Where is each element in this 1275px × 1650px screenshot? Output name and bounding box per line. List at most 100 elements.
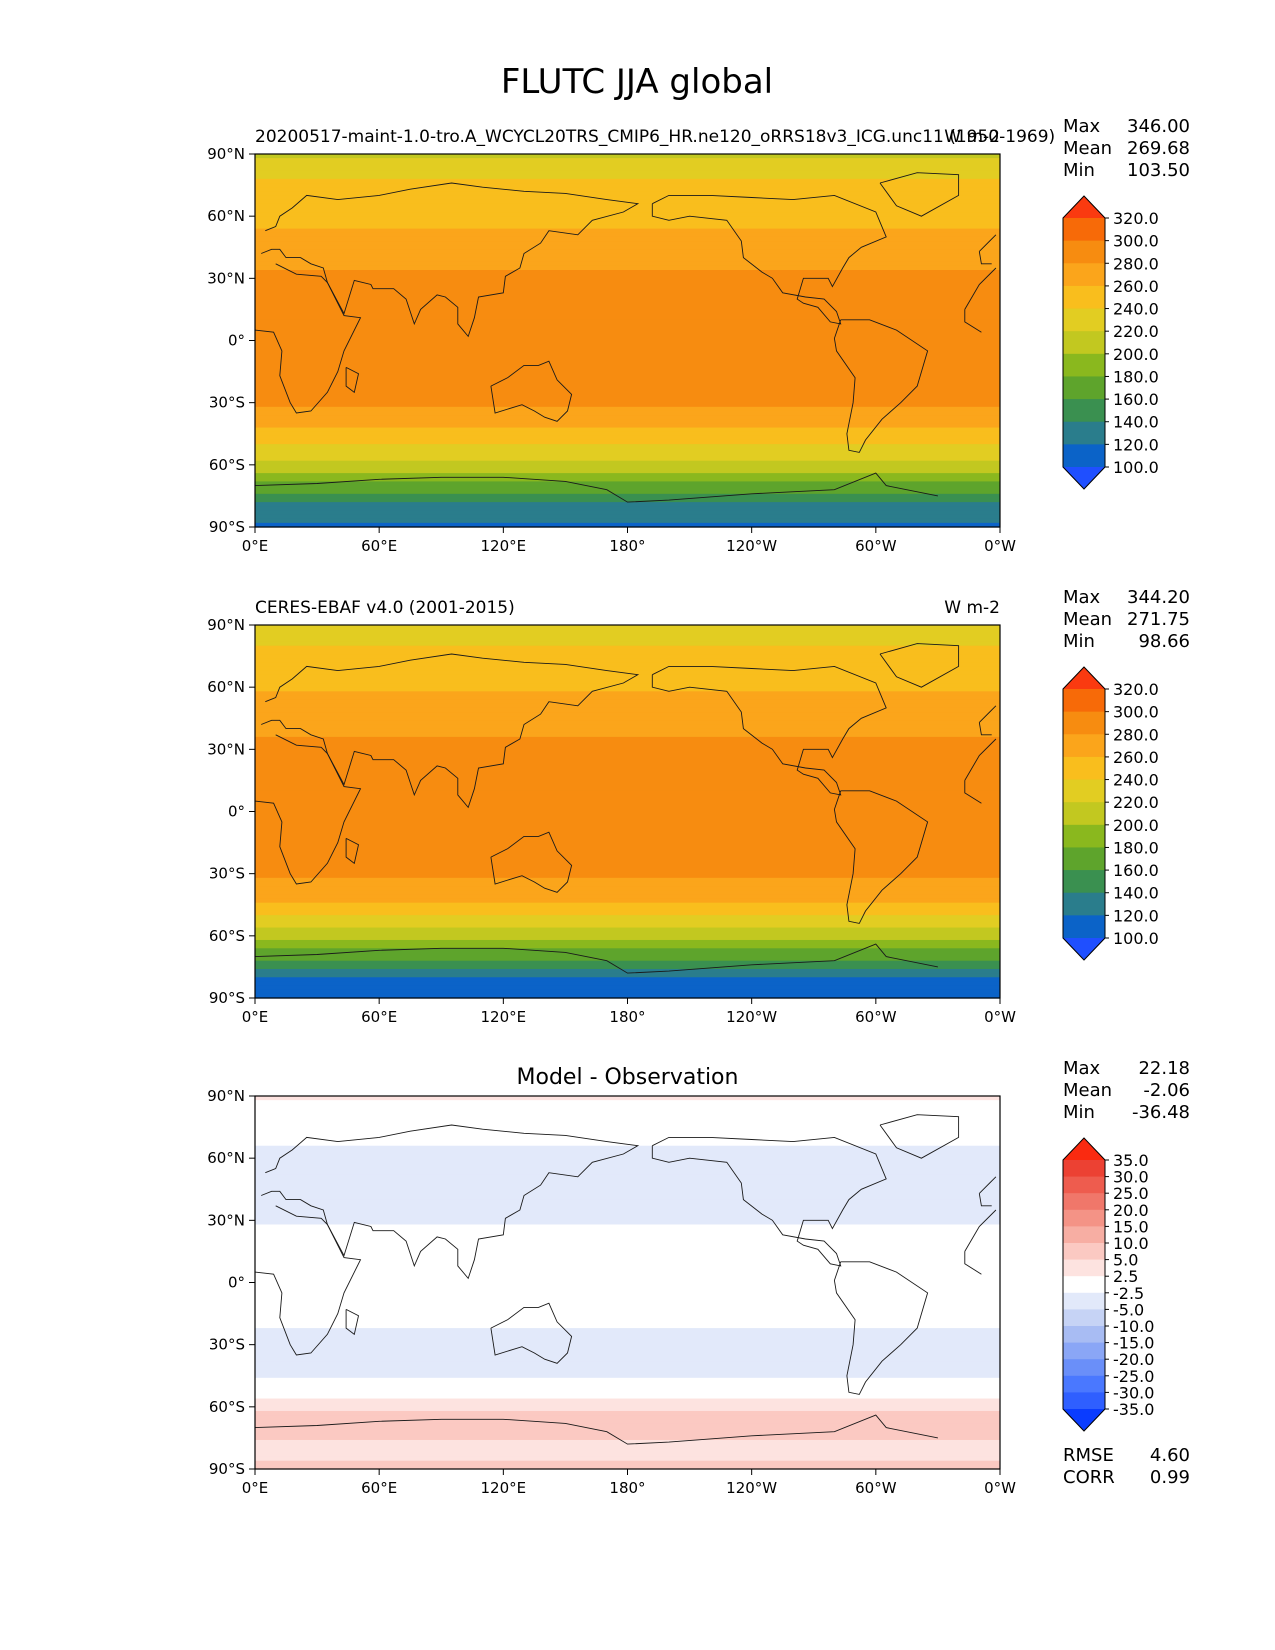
field-band — [255, 1394, 1000, 1400]
coastline — [254, 263, 997, 414]
field-band — [255, 964, 1000, 970]
field-band — [255, 456, 1000, 462]
field-band — [255, 881, 1000, 887]
field-band — [255, 678, 1000, 684]
field-band — [255, 1162, 1000, 1168]
x-tick-label: 0°W — [984, 537, 1016, 555]
colorbar-bin — [1063, 1243, 1105, 1261]
field-band — [255, 1439, 1000, 1445]
field-band — [255, 1166, 1000, 1172]
x-tick-label: 120°W — [726, 537, 777, 555]
field-band — [255, 910, 1000, 916]
field-band — [255, 406, 1000, 412]
y-tick-label: 60°N — [207, 207, 245, 225]
field-band — [255, 1282, 1000, 1288]
field-band — [255, 840, 1000, 846]
field-band — [255, 1456, 1000, 1462]
panel-reference: 0°E 60°E 120°E 180° 120°W 60°W 0°W 90°N 60°N 30°N… — [207, 587, 1190, 1026]
colorbar-label: -35.0 — [1113, 1400, 1154, 1419]
field-band — [255, 753, 1000, 759]
field-band — [255, 294, 1000, 300]
stat-value: 98.66 — [1138, 631, 1190, 652]
field-band — [255, 431, 1000, 437]
colorbar-bin — [1063, 756, 1105, 781]
x-tick-label: 180° — [609, 1479, 645, 1497]
field-band — [255, 1174, 1000, 1180]
colorbar-label: 240.0 — [1113, 300, 1159, 319]
colorbar-extend-min — [1063, 938, 1105, 960]
field-band — [255, 741, 1000, 746]
field-band — [255, 1386, 1000, 1391]
field-band — [255, 477, 1000, 483]
field-bands — [255, 1096, 1000, 1470]
x-tick-label: 60°W — [855, 537, 897, 555]
field-band — [255, 352, 1000, 358]
field-band — [255, 1357, 1000, 1362]
colorbar-bin — [1063, 263, 1105, 287]
field-band — [255, 778, 1000, 784]
field-band — [255, 836, 1000, 842]
field-band — [255, 691, 1000, 697]
coastline — [261, 182, 997, 338]
colorbar-extend-max — [1063, 667, 1105, 689]
colorbar-label: 120.0 — [1113, 906, 1159, 925]
field-band — [255, 1448, 1000, 1454]
x-tick-label: 60°W — [855, 1008, 897, 1026]
colorbar-label: 320.0 — [1113, 209, 1159, 228]
stat-label: Max — [1063, 1058, 1101, 1079]
colorbar-bin — [1063, 689, 1105, 713]
field-band — [255, 493, 1000, 499]
field-band — [255, 782, 1000, 788]
field-band — [255, 253, 1000, 259]
field-band — [255, 1129, 1000, 1134]
field-band — [255, 1365, 1000, 1371]
field-band — [255, 720, 1000, 726]
coastline — [261, 1124, 997, 1280]
field-band — [255, 419, 1000, 424]
field-band — [255, 257, 1000, 263]
field-band — [255, 232, 1000, 238]
stat-label: Min — [1063, 1102, 1095, 1123]
colorbar-label: 220.0 — [1113, 322, 1159, 341]
field-band — [255, 1236, 1000, 1242]
field-band — [255, 212, 1000, 217]
field-band — [255, 1398, 1000, 1404]
field-band — [255, 340, 1000, 346]
colorbar-label: 260.0 — [1113, 748, 1159, 767]
field-band — [255, 220, 1000, 226]
colorbar-label: 15.0 — [1113, 1217, 1149, 1236]
field-band — [255, 989, 1000, 995]
field-band — [255, 423, 1000, 429]
field-band — [255, 473, 1000, 478]
coastline — [651, 1136, 887, 1267]
field-band — [255, 1464, 1000, 1470]
colorbar-label: 200.0 — [1113, 816, 1159, 835]
colorbar-bin — [1063, 1193, 1105, 1211]
field-band — [255, 629, 1000, 634]
field-band — [255, 1207, 1000, 1213]
coastline — [345, 1308, 360, 1336]
field-band — [255, 158, 1000, 163]
field-band — [255, 649, 1000, 655]
field-band — [255, 1158, 1000, 1163]
field-band — [255, 1137, 1000, 1143]
field-band — [255, 666, 1000, 672]
y-tick-label: 60°N — [207, 678, 245, 696]
field-band — [255, 386, 1000, 391]
colorbar-label: 320.0 — [1113, 680, 1159, 699]
field-band — [255, 803, 1000, 808]
colorbar-label: 200.0 — [1113, 345, 1159, 364]
y-tick-label: 0° — [228, 1274, 245, 1292]
stat-value: -36.48 — [1132, 1102, 1190, 1123]
field-band — [255, 1154, 1000, 1159]
field-band — [255, 323, 1000, 329]
field-band — [255, 228, 1000, 234]
colorbar-label: 240.0 — [1113, 771, 1159, 790]
field-band — [255, 518, 1000, 524]
field-band — [255, 641, 1000, 647]
field-band — [255, 435, 1000, 441]
y-tick-label: 60°S — [209, 927, 245, 945]
coastline — [833, 319, 929, 453]
rmse-value: 4.60 — [1150, 1445, 1190, 1466]
field-band — [255, 1220, 1000, 1226]
